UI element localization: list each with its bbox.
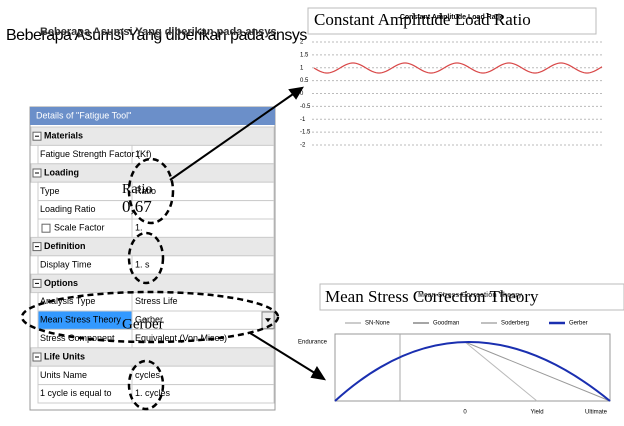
y-tick-label: 1 <box>300 65 304 71</box>
row-label: Scale Factor <box>54 223 105 233</box>
row-label: 1 cycle is equal to <box>40 388 112 398</box>
row-label: Mean Stress Theory <box>40 315 121 325</box>
checkbox <box>42 224 50 232</box>
legend: SN-None Goodman Soderberg Gerber <box>345 321 588 327</box>
page: Beberapa Asumsi Yang diberikan pada ansy… <box>0 0 624 421</box>
y-tick-label: -0.5 <box>300 104 311 110</box>
section-title: Definition <box>44 241 86 251</box>
ratio-value-callout: 0,67 <box>122 197 152 216</box>
y-tick-label: -1.5 <box>300 130 311 136</box>
ratio-callout: Ratio <box>122 182 152 197</box>
ms-plot-area <box>335 334 610 401</box>
value-cell <box>132 145 274 163</box>
y-tick-label: -2 <box>300 143 306 149</box>
section-title: Options <box>44 278 78 288</box>
ms-y-label: Endurance <box>298 340 328 346</box>
legend-label: Goodman <box>433 321 459 327</box>
slide: Beberapa Asumsi Yang diberikan pada ansy… <box>0 0 624 421</box>
row-value: cycles <box>135 370 161 380</box>
row-value: 1. <box>135 223 143 233</box>
section-title: Loading <box>44 167 79 177</box>
row-label: Loading Ratio <box>40 204 96 214</box>
load-chart: 21.510.50-0.5-1-1.5-2 <box>300 40 602 149</box>
ms-x-label: 0 <box>463 410 467 416</box>
row-value: 1. s <box>135 259 150 269</box>
row-value: Stress Life <box>135 296 178 306</box>
slide-title-overlay: Beberapa Asumsi Yang diberikan pada ansy… <box>40 26 277 38</box>
row-label: Units Name <box>40 370 87 380</box>
row-value: 1. cycles <box>135 388 171 398</box>
ms-x-label: Ultimate <box>585 410 608 416</box>
row-label: Type <box>40 186 60 196</box>
row-label: Display Time <box>40 259 92 269</box>
row-value: 1. <box>135 149 143 159</box>
section-title: Materials <box>44 131 83 141</box>
legend-label: Soderberg <box>501 321 529 327</box>
y-tick-label: 0.5 <box>300 78 309 84</box>
section-title: Life Units <box>44 351 85 361</box>
y-tick-label: 1.5 <box>300 52 309 58</box>
y-tick-label: -1 <box>300 117 306 123</box>
mean-stress-callout: Gerber <box>122 316 164 332</box>
value-cell <box>132 201 274 219</box>
legend-label: Gerber <box>569 321 588 327</box>
ms-x-label: Yield <box>530 410 543 416</box>
value-cell <box>132 256 274 274</box>
load-chart-label: Constant Amplitude Load Ratio <box>314 10 531 29</box>
panel-header: Details of "Fatigue Tool" <box>36 110 131 120</box>
legend-label: SN-None <box>365 321 390 327</box>
ms-chart-label: Mean Stress Correction Theory <box>325 287 539 306</box>
